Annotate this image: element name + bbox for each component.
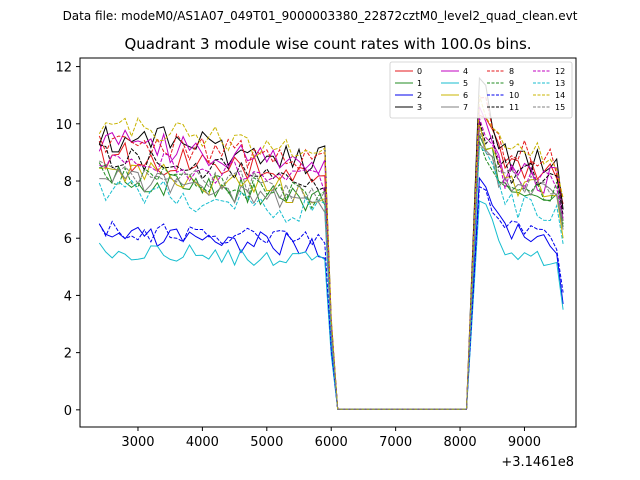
legend-label-8: 8 xyxy=(509,67,514,76)
legend-label-2: 2 xyxy=(417,91,422,100)
legend-label-5: 5 xyxy=(463,79,468,88)
series-line-0 xyxy=(98,114,564,410)
legend-label-3: 3 xyxy=(417,103,422,112)
series-line-7 xyxy=(99,142,564,410)
axes-border xyxy=(79,57,577,428)
x-tick-label: 4000 xyxy=(186,435,219,450)
x-tick-label: 7000 xyxy=(379,435,412,450)
legend-label-7: 7 xyxy=(463,103,468,112)
series-line-15 xyxy=(99,129,564,410)
series-line-5 xyxy=(98,200,564,410)
x-tick-label: 6000 xyxy=(315,435,348,450)
y-tick-label: 12 xyxy=(55,61,72,76)
legend-label-10: 10 xyxy=(509,91,519,100)
y-tick-label: 0 xyxy=(64,404,72,419)
legend-label-14: 14 xyxy=(555,91,565,100)
legend-label-0: 0 xyxy=(417,67,422,76)
figure-suptitle: Data file: modeM0/AS1A07_049T01_90000033… xyxy=(63,9,578,23)
y-tick-label: 10 xyxy=(55,118,72,133)
x-offset-label: +3.1461e8 xyxy=(501,455,574,470)
legend-label-6: 6 xyxy=(463,91,468,100)
series-line-2 xyxy=(98,176,564,410)
legend-label-1: 1 xyxy=(417,79,422,88)
series-line-3 xyxy=(98,76,564,410)
series-line-14 xyxy=(98,95,564,410)
x-tick-label: 5000 xyxy=(250,435,283,450)
series-line-13 xyxy=(98,145,564,410)
x-axis: 3000 4000 5000 6000 7000 8000 9000 xyxy=(121,427,541,450)
series-line-12 xyxy=(99,117,564,410)
legend-label-11: 11 xyxy=(509,103,519,112)
axes-frame xyxy=(79,57,577,428)
chart-title: Quadrant 3 module wise count rates with … xyxy=(124,35,531,53)
series-line-1 xyxy=(99,134,564,410)
series-line-9 xyxy=(98,140,564,410)
x-tick-label: 8000 xyxy=(444,435,477,450)
x-tick-label: 9000 xyxy=(508,435,541,450)
x-tick-label: 3000 xyxy=(121,435,154,450)
series-line-10 xyxy=(98,185,564,410)
plot-area xyxy=(98,76,564,410)
y-tick-label: 6 xyxy=(64,232,72,247)
y-tick-label: 4 xyxy=(64,289,72,304)
legend-box xyxy=(389,61,573,119)
legend-label-4: 4 xyxy=(463,67,468,76)
legend-label-13: 13 xyxy=(555,79,565,88)
legend-label-9: 9 xyxy=(509,79,514,88)
legend-label-12: 12 xyxy=(555,67,565,76)
y-axis: 0 2 4 6 8 10 12 xyxy=(55,61,80,419)
y-tick-label: 8 xyxy=(64,175,72,190)
series-line-4 xyxy=(98,106,564,410)
legend-label-15: 15 xyxy=(555,103,565,112)
y-tick-label: 2 xyxy=(64,347,72,362)
